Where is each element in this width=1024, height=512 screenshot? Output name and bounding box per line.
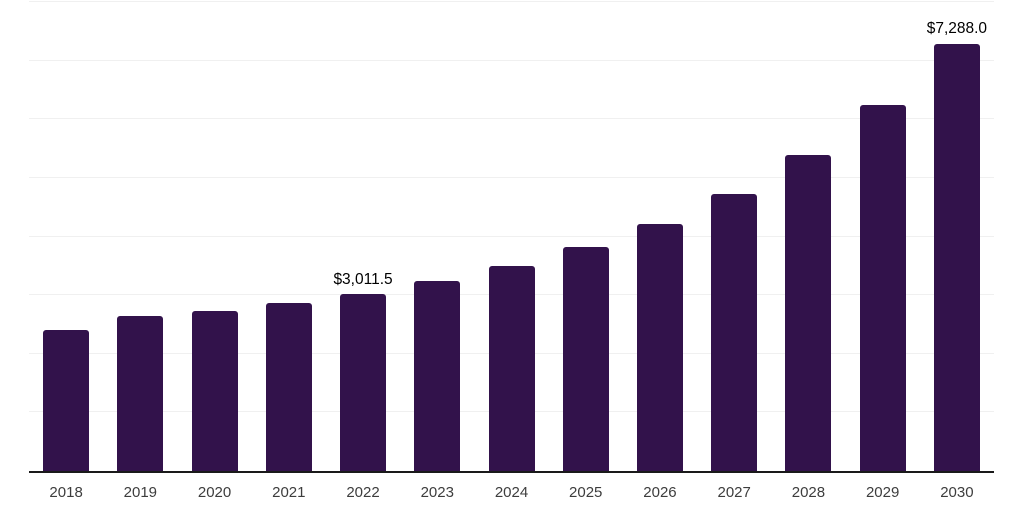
value-label-2030: $7,288.0 (926, 20, 988, 38)
bar-2028 (785, 154, 832, 471)
x-tick-label-2019: 2019 (123, 484, 158, 501)
bar-2021 (265, 303, 312, 471)
gridline (29, 59, 994, 61)
bar-2027 (711, 194, 758, 471)
x-tick-label-2021: 2021 (272, 484, 306, 501)
gridline (29, 176, 994, 178)
bar-2025 (562, 247, 609, 471)
plot-area: $3,011.5 $7,288.0 (29, 1, 994, 473)
x-tick-label-2023: 2023 (420, 484, 454, 501)
x-tick-label-2029: 2029 (865, 484, 900, 501)
bar-2030 (933, 43, 980, 471)
x-tick-label-2020: 2020 (197, 484, 232, 501)
x-axis: 2018 2019 2020 2021 2022 2023 2024 2025 2026 2027… (29, 484, 994, 504)
bar-2024 (488, 266, 535, 471)
x-tick-label-2018: 2018 (49, 484, 83, 501)
value-label-2022: $3,011.5 (333, 270, 393, 288)
x-tick-label-2025: 2025 (569, 484, 603, 501)
gridline (29, 118, 994, 120)
bar-2029 (859, 104, 906, 471)
x-tick-label-2027: 2027 (717, 484, 751, 501)
bar-2019 (117, 315, 164, 471)
x-tick-label-2028: 2028 (791, 484, 826, 501)
bar-2022 (340, 294, 387, 471)
gridline (29, 235, 994, 237)
x-tick-label-2022: 2022 (346, 484, 380, 501)
bar-2018 (43, 330, 90, 471)
bar-2023 (414, 281, 461, 471)
x-tick-label-2026: 2026 (643, 484, 677, 501)
x-tick-label-2030: 2030 (940, 484, 974, 501)
bar-2020 (191, 311, 238, 471)
bar-2026 (636, 223, 683, 471)
gridline (29, 1, 994, 2)
x-tick-label-2024: 2024 (494, 484, 529, 501)
